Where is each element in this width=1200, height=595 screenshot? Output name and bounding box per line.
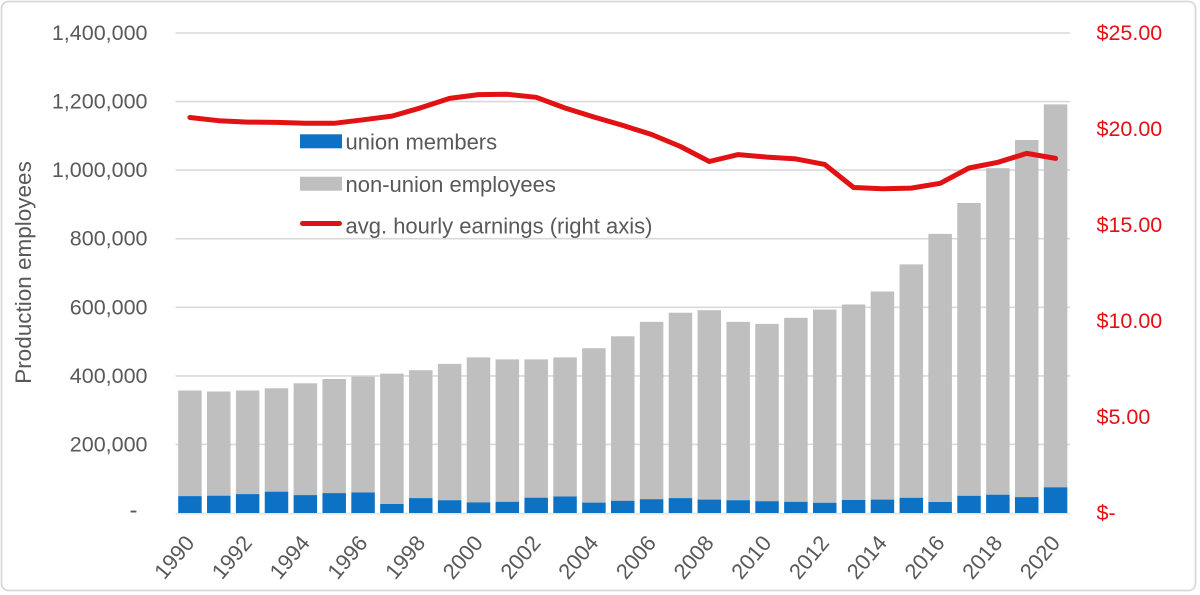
svg-text:1,200,000: 1,200,000 (52, 90, 148, 114)
svg-text:600,000: 600,000 (70, 295, 148, 319)
svg-text:$10.00: $10.00 (1097, 309, 1163, 333)
svg-text:avg. hourly earnings (right ax: avg. hourly earnings (right axis) (346, 214, 653, 239)
svg-text:$5.00: $5.00 (1097, 405, 1151, 429)
svg-text:union members: union members (346, 130, 498, 155)
svg-text:Production employees: Production employees (11, 161, 36, 384)
svg-text:$-: $- (1097, 501, 1116, 525)
svg-text:1,000,000: 1,000,000 (52, 158, 148, 182)
svg-text:800,000: 800,000 (70, 227, 148, 251)
svg-text:200,000: 200,000 (70, 432, 148, 456)
svg-text:non-union employees: non-union employees (346, 172, 556, 197)
svg-text:$25.00: $25.00 (1097, 21, 1163, 45)
svg-text:$20.00: $20.00 (1097, 117, 1163, 141)
svg-text:-: - (130, 497, 138, 524)
svg-text:$15.00: $15.00 (1097, 213, 1163, 237)
svg-text:1,400,000: 1,400,000 (52, 21, 148, 45)
svg-text:400,000: 400,000 (70, 364, 148, 388)
